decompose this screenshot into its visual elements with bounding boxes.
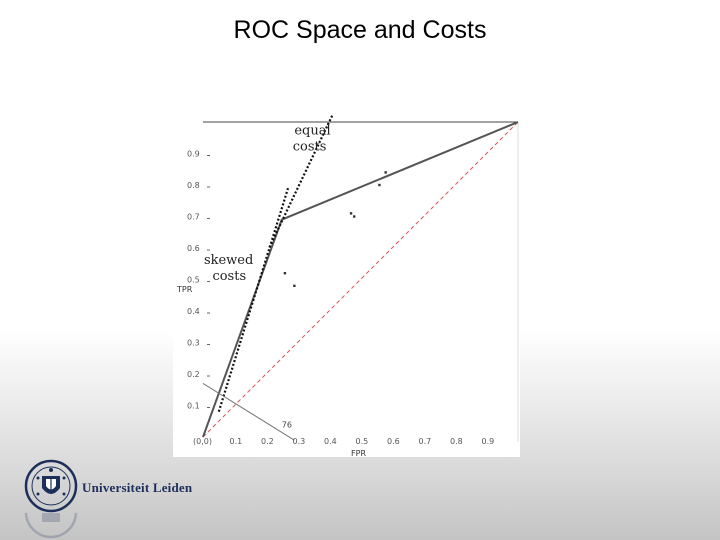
equal-costs-annotation: equal costs [293,124,331,155]
x-tick-label: 0.9 [482,437,495,446]
iso-performance-line [268,115,334,249]
y-tick-label: 0.1 [187,402,200,411]
y-tick-label: 0.7 [187,213,200,222]
iso-performance-line [217,187,290,413]
roc-point [283,272,287,275]
iso-line-value-label: 76 [282,421,292,430]
roc-point [378,183,381,187]
x-tick-label: 0.2 [261,437,274,446]
y-tick-label: 0.4 [187,307,200,316]
skewed-costs-annotation: skewed costs [204,253,253,284]
x-tick-label: 0.5 [356,437,369,446]
y-tick-label: 0.2 [187,370,200,379]
university-seal-reflection-icon [24,513,78,539]
y-tick-label: 0.5 [187,276,200,285]
x-tick-label: 0.6 [387,437,400,446]
roc-point [384,171,387,174]
y-tick-label: 0.3 [187,339,200,348]
x-tick-label: 0.4 [324,437,337,446]
y-tick-label: 0.8 [187,181,200,190]
roc-chart: 0.1 0.2 0.3 0.4 0.5 0.6 0.7 0.8 0.9 (0,0) 0.1 0.2 0.… [173,110,520,457]
x-tick-label: 0.7 [419,437,432,446]
x-tick-label: 0.3 [293,437,306,446]
x-tick-label: (0,0) [193,437,212,446]
logo-wordmark: Universiteit Leiden [82,480,193,495]
x-axis-label: FPR [351,449,366,457]
random-classifier-diagonal [202,121,519,438]
roc-convex-hull [202,121,519,438]
y-tick-label: 0.9 [187,150,200,159]
logo-reflection [24,513,184,540]
y-tick-label: 0.6 [187,244,200,253]
university-logo: Universiteit Leiden [24,458,192,516]
x-tick-label: 0.1 [230,437,243,446]
university-seal-icon [24,459,78,513]
roc-point [353,215,356,218]
y-axis-label: TPR [176,285,193,294]
roc-point [293,284,296,287]
iso-performance-line [202,383,295,441]
slide-title: ROC Space and Costs [233,16,487,44]
x-tick-label: 0.8 [450,437,463,446]
roc-chart-svg: 0.1 0.2 0.3 0.4 0.5 0.6 0.7 0.8 0.9 (0,0) 0.1 0.2 0.… [176,115,519,457]
roc-point [349,212,353,215]
